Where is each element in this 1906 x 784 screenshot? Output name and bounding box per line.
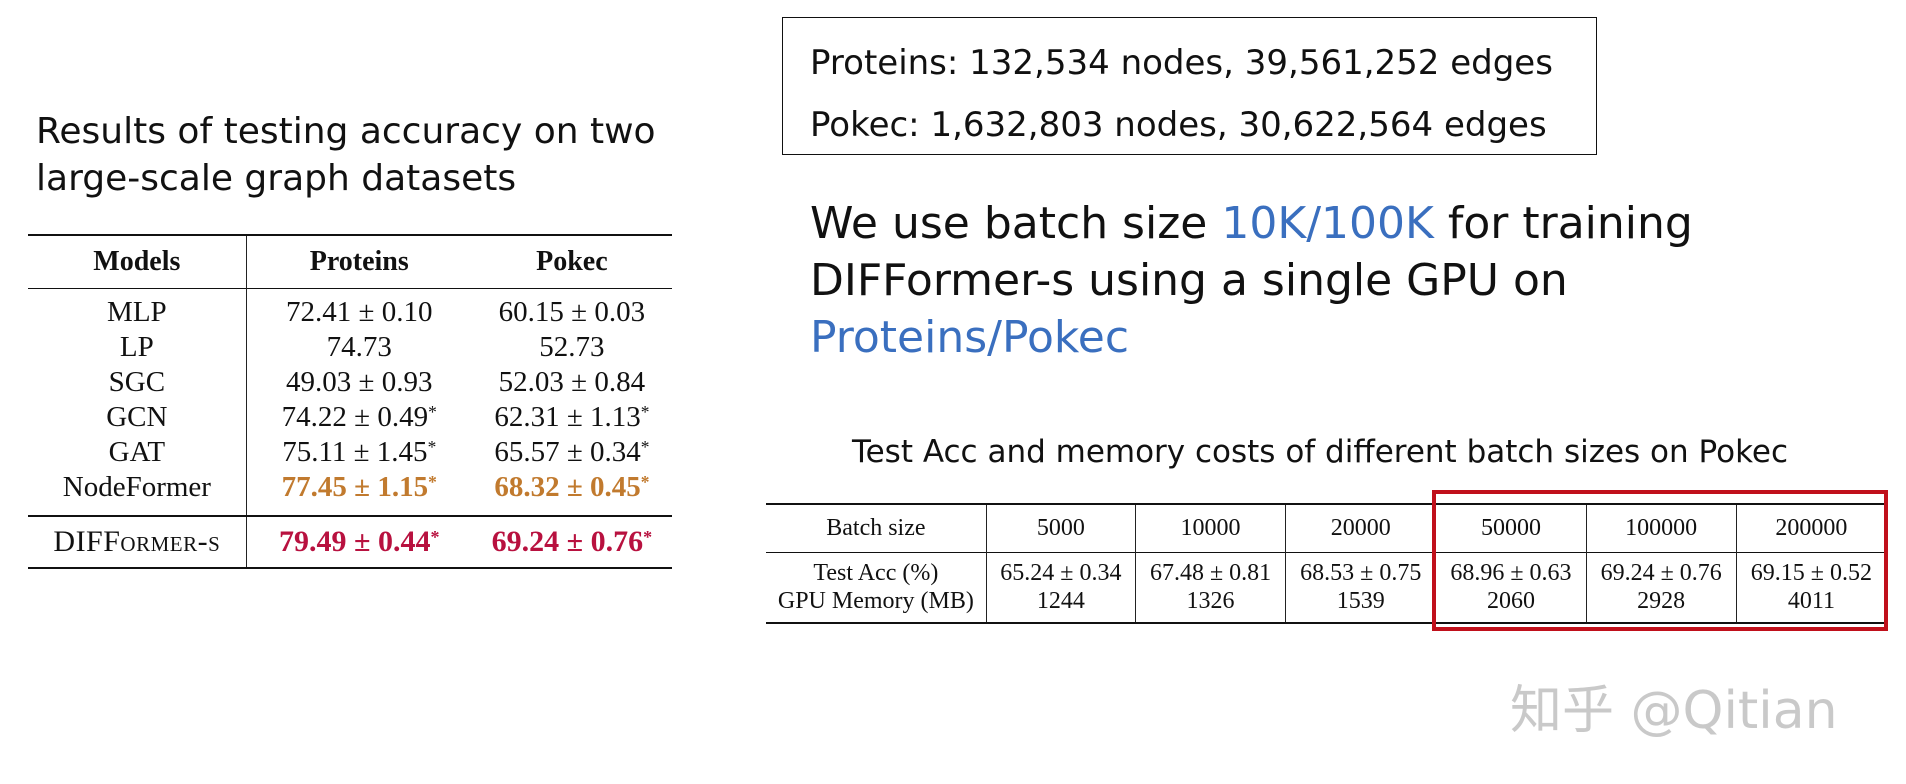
value-text: 62.31 ± 1.13 [494,401,641,433]
value-text: 77.45 ± 1.15 [281,471,429,503]
model-name: SGC [28,365,247,400]
test-acc-cell: 65.24 ± 0.34 [986,552,1136,587]
batch-size-statement: We use batch size 10K/100K for training … [810,195,1810,366]
table-row: LP 74.73 52.73 [28,330,672,365]
significance-star: * [428,402,437,423]
value-text: 75.11 ± 1.45 [282,436,428,468]
test-acc-row: Test Acc (%) 65.24 ± 0.34 67.48 ± 0.81 6… [766,552,1886,587]
gpu-memory-cell: 2928 [1586,587,1737,623]
gpu-memory-row: GPU Memory (MB) 1244 1326 1539 2060 2928… [766,587,1886,623]
value-text: 65.57 ± 0.34 [494,436,641,468]
proteins-stats: Proteins: 132,534 nodes, 39,561,252 edge… [810,43,1553,83]
value-text: 68.32 ± 0.45 [494,471,641,503]
significance-star: * [643,527,653,548]
proteins-value: 74.22 ± 0.49* [246,400,472,435]
table-row: GAT 75.11 ± 1.45* 65.57 ± 0.34* [28,435,672,470]
pokec-value: 52.03 ± 0.84 [498,366,646,398]
significance-star: * [427,437,437,458]
gpu-memory-label: GPU Memory (MB) [766,587,987,623]
results-heading-line1: Results of testing accuracy on two [36,111,656,152]
results-heading-line2: large-scale graph datasets [36,158,517,199]
model-name: DIFFormer-s [28,516,247,568]
results-heading: Results of testing accuracy on two large… [36,108,676,202]
proteins-value: 74.73 [326,331,392,363]
table-row: SGC 49.03 ± 0.93 52.03 ± 0.84 [28,365,672,400]
gpu-memory-cell: 4011 [1787,588,1835,614]
model-name: GAT [28,435,247,470]
significance-star: * [640,437,650,458]
table-row: MLP 72.41 ± 0.10 60.15 ± 0.03 [28,288,672,330]
proteins-value: 72.41 ± 0.10 [286,296,433,328]
batch-size-cell: 100000 [1586,504,1737,553]
test-acc-cell: 68.96 ± 0.63 [1435,552,1587,587]
model-name: NodeFormer [28,470,247,516]
gpu-memory-cell: 2060 [1435,587,1587,623]
model-name: GCN [28,400,247,435]
pokec-value-second-best: 68.32 ± 0.45* [472,470,672,516]
gpu-memory-cell: 1244 [986,587,1136,623]
test-acc-label: Test Acc (%) [766,552,987,587]
significance-star: * [640,402,650,423]
value-text: 79.49 ± 0.44 [279,525,431,558]
batch-size-cell: 5000 [986,504,1136,553]
batch-size-cell: 10000 [1135,504,1287,553]
test-acc-cell: 69.24 ± 0.76 [1586,552,1737,587]
pokec-value: 52.73 [539,331,605,363]
table-row: GCN 74.22 ± 0.49* 62.31 ± 1.13* [28,400,672,435]
table-row: NodeFormer 77.45 ± 1.15* 68.32 ± 0.45* [28,470,672,516]
statement-text: We use batch size [810,198,1222,249]
pokec-value-best: 69.24 ± 0.76* [472,516,672,568]
gpu-memory-cell: 1539 [1285,587,1437,623]
batch-size-label: Batch size [766,504,987,553]
value-text: 74.22 ± 0.49 [281,401,429,433]
batch-statement-line2: DIFFormer-s using a single GPU on [810,255,1568,306]
header-models: Models [28,235,247,289]
pokec-value: 60.15 ± 0.03 [498,296,646,328]
pokec-value: 62.31 ± 1.13* [472,400,672,435]
value-text: 69.24 ± 0.76 [491,525,644,558]
pokec-stats: Pokec: 1,632,803 nodes, 30,622,564 edges [810,105,1547,145]
header-pokec: Pokec [536,246,608,277]
test-acc-cell: 69.15 ± 0.52 [1750,559,1872,586]
batch-size-highlight: 10K/100K [1221,198,1434,249]
proteins-value: 49.03 ± 0.93 [286,366,433,398]
batch-size-table: Batch size 5000 10000 20000 50000 100000… [766,503,1886,624]
batch-statement-line1: We use batch size 10K/100K for training [810,195,1810,252]
dataset-stats-box: Proteins: 132,534 nodes, 39,561,252 edge… [782,17,1597,155]
statement-text: for training [1433,198,1693,249]
proteins-value-second-best: 77.45 ± 1.15* [246,470,472,516]
test-acc-cell: 67.48 ± 0.81 [1135,552,1287,587]
results-table-header: Models Proteins Pokec [28,235,672,289]
model-name: LP [28,330,247,365]
table-row-ours: DIFFormer-s 79.49 ± 0.44* 69.24 ± 0.76* [28,516,672,568]
batch-size-cell: 50000 [1435,504,1587,553]
header-proteins: Proteins [309,246,409,277]
significance-star: * [430,527,440,548]
results-table: Models Proteins Pokec MLP 72.41 ± 0.10 6… [28,234,672,569]
zhihu-watermark: 知乎 @Qitian [1510,681,1838,741]
gpu-memory-cell: 1326 [1135,587,1287,623]
batch-size-cell: 20000 [1285,504,1437,553]
pokec-value: 65.57 ± 0.34* [472,435,672,470]
datasets-highlight: Proteins/Pokec [810,312,1130,363]
model-name: MLP [28,288,247,330]
large-batch-highlight-box [1432,490,1888,631]
significance-star: * [428,472,437,493]
proteins-value: 75.11 ± 1.45* [246,435,472,470]
batch-table-caption: Test Acc and memory costs of different b… [851,434,1789,470]
batch-size-cell: 200000 [1775,515,1848,541]
proteins-value-best: 79.49 ± 0.44* [246,516,472,568]
significance-star: * [640,472,650,493]
test-acc-cell: 68.53 ± 0.75 [1285,552,1437,587]
batch-table-header: Batch size 5000 10000 20000 50000 100000… [766,504,1886,553]
